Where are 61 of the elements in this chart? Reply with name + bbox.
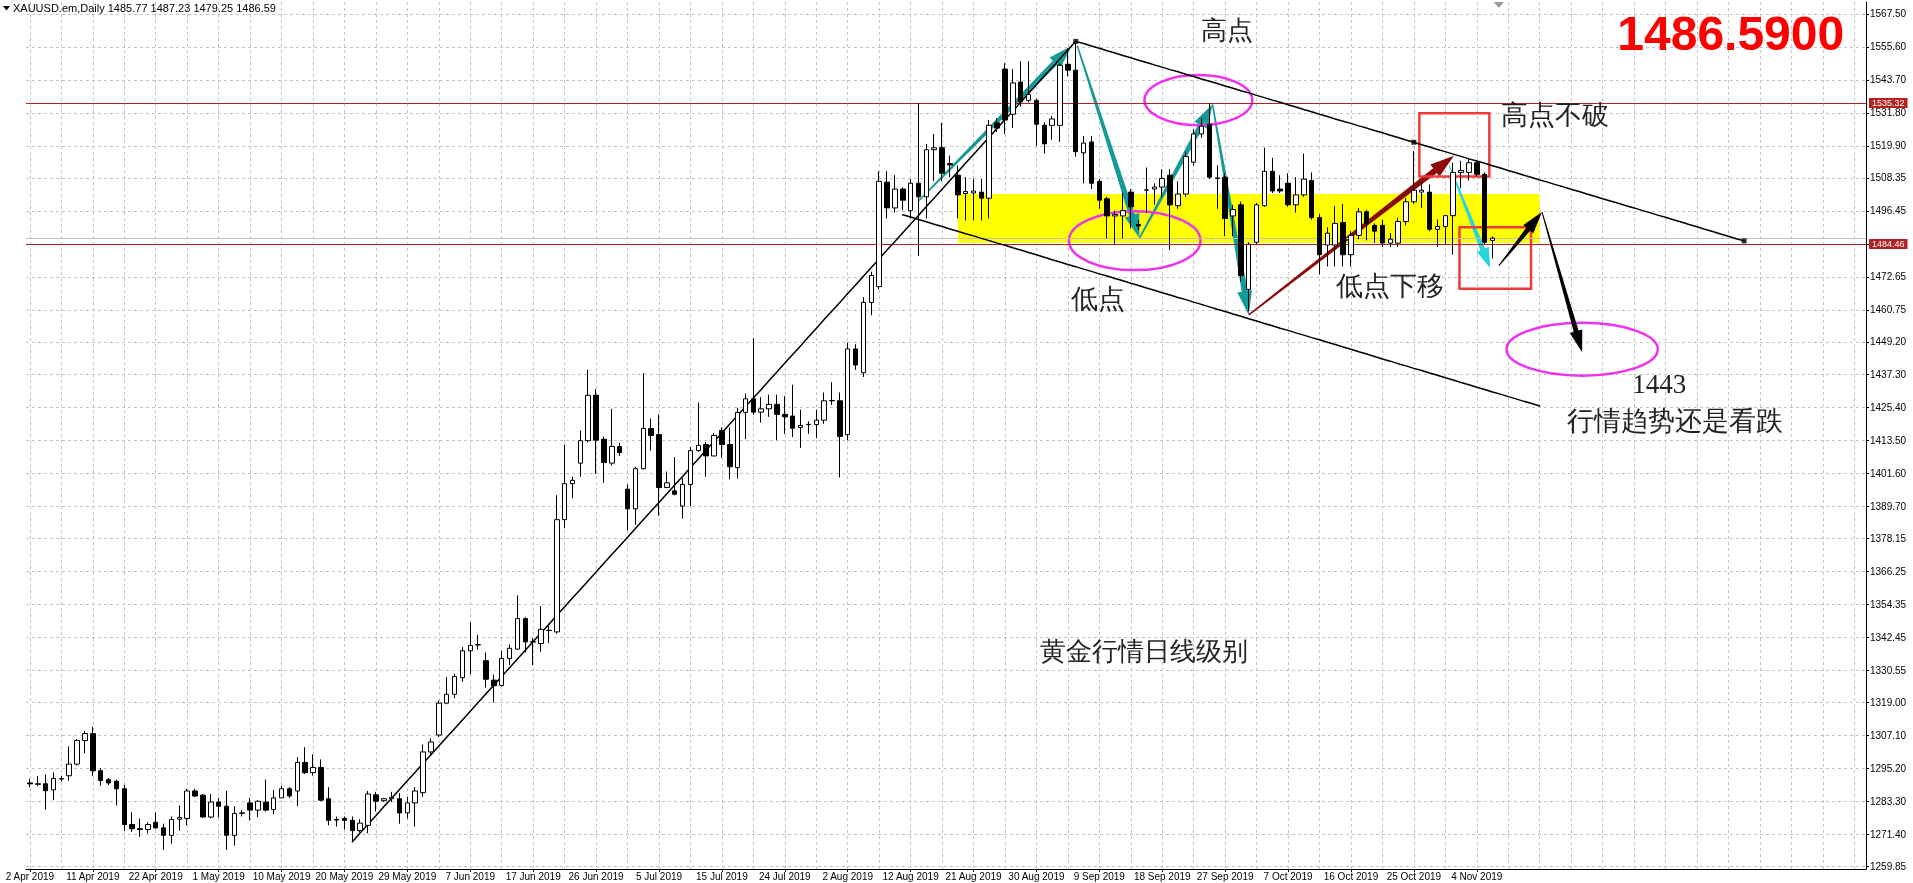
annotation: 黄金行情日线级别 xyxy=(1040,637,1249,667)
x-tick-label: 29 May 2019 xyxy=(378,870,437,882)
x-tick-label: 7 Jun 2019 xyxy=(445,870,496,882)
y-tick-label: 1259.85 xyxy=(1870,861,1907,873)
x-tick-label: 17 Jun 2019 xyxy=(505,870,562,882)
y-tick-label: 1472.65 xyxy=(1870,271,1907,283)
x-tick-label: 30 Aug 2019 xyxy=(1008,870,1065,882)
y-tick-label: 1401.60 xyxy=(1870,468,1907,480)
x-tick-label: 7 Oct 2019 xyxy=(1263,870,1313,882)
x-tick-label: 2 Apr 2019 xyxy=(5,870,55,882)
annotation: 行情趋势还是看跌 xyxy=(1566,406,1783,437)
x-tick-label: 16 Oct 2019 xyxy=(1323,870,1379,882)
y-tick-label: 1319.00 xyxy=(1870,697,1907,709)
x-tick-label: 22 Apr 2019 xyxy=(128,870,184,882)
y-tick-label: 1295.20 xyxy=(1870,763,1907,775)
y-tick-label: 1460.75 xyxy=(1870,304,1907,316)
y-tick-label: 1543.70 xyxy=(1870,74,1907,86)
y-tick-label: 1342.45 xyxy=(1870,632,1907,644)
y-tick-label: 1555.60 xyxy=(1870,41,1907,53)
x-tick-label: 15 Jul 2019 xyxy=(696,870,749,882)
x-tick-label: 2 Aug 2019 xyxy=(822,870,874,882)
x-tick-label: 9 Sep 2019 xyxy=(1073,870,1126,882)
y-tick-label: 1413.50 xyxy=(1870,435,1907,447)
x-tick-label: 10 May 2019 xyxy=(252,870,311,882)
y-tick-label: 1354.35 xyxy=(1870,599,1907,611)
y-tick-label: 1496.45 xyxy=(1870,205,1907,217)
y-tick-label: 1519.90 xyxy=(1870,140,1907,152)
y-tick-label: 1330.55 xyxy=(1870,665,1907,677)
x-tick-label: 21 Aug 2019 xyxy=(945,870,1003,882)
y-tick-label: 1389.70 xyxy=(1870,501,1907,513)
x-tick-label: 12 Aug 2019 xyxy=(882,870,940,882)
y-tick-label: 1283.30 xyxy=(1870,796,1907,808)
annotation: 高点不破 xyxy=(1501,100,1610,131)
x-tick-label: 25 Oct 2019 xyxy=(1386,870,1442,882)
y-tick-label: 1449.20 xyxy=(1870,336,1907,348)
y-tick-label: 1567.50 xyxy=(1870,8,1907,20)
y-tick-label: 1531.80 xyxy=(1870,107,1907,119)
annotation: 高点 xyxy=(1200,16,1253,46)
ref-line-label: 1535.32 xyxy=(1872,98,1905,109)
annotation: 低点下移 xyxy=(1336,270,1445,301)
y-tick-label: 1366.25 xyxy=(1870,566,1907,578)
x-tick-label: 11 Apr 2019 xyxy=(66,870,120,882)
x-tick-label: 24 Jul 2019 xyxy=(758,870,812,882)
x-tick-label: 1 May 2019 xyxy=(192,870,246,882)
annotation: 1443 xyxy=(1632,369,1687,400)
chart-title: XAUUSD.em,Daily 1485.77 1487.23 1479.25 1486.59 xyxy=(13,1,276,14)
y-tick-label: 1378.15 xyxy=(1870,533,1907,545)
x-tick-label: 4 Nov 2019 xyxy=(1451,870,1503,882)
x-tick-label: 20 May 2019 xyxy=(315,870,374,882)
x-tick-label: 5 Jul 2019 xyxy=(635,870,683,882)
y-tick-label: 1425.40 xyxy=(1870,402,1907,414)
annotation: 1486.5900 xyxy=(1617,6,1845,60)
annotation: 低点 xyxy=(1070,283,1125,314)
x-tick-label: 26 Jun 2019 xyxy=(568,870,625,882)
ref-line-label: 1484.46 xyxy=(1872,239,1905,250)
y-tick-label: 1307.10 xyxy=(1870,730,1907,742)
x-tick-label: 18 Sep 2019 xyxy=(1133,870,1192,882)
y-tick-label: 1437.30 xyxy=(1870,369,1907,381)
x-tick-label: 27 Sep 2019 xyxy=(1196,870,1254,882)
y-tick-label: 1508.35 xyxy=(1870,172,1907,184)
y-tick-label: 1271.40 xyxy=(1870,829,1907,840)
